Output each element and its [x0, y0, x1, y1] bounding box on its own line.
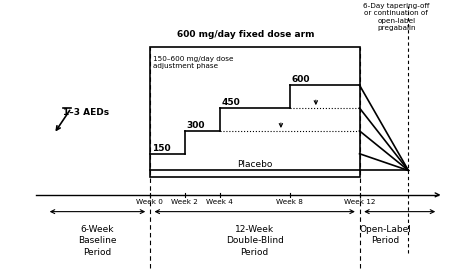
- Text: Open-Label
Period: Open-Label Period: [360, 225, 412, 245]
- Text: 12-Week
Double-Blind
Period: 12-Week Double-Blind Period: [226, 225, 284, 257]
- Text: 450: 450: [222, 98, 240, 107]
- Text: Week 2: Week 2: [171, 199, 198, 205]
- Text: 1–3 AEDs: 1–3 AEDs: [63, 108, 109, 117]
- Text: 600: 600: [292, 75, 310, 84]
- Text: Week 12: Week 12: [344, 199, 375, 205]
- Text: 6-Day tapering-off
or continuation of
open-label
pregabalin: 6-Day tapering-off or continuation of op…: [363, 3, 430, 31]
- Text: Week 4: Week 4: [206, 199, 233, 205]
- Text: Week 0: Week 0: [137, 199, 163, 205]
- Text: Placebo: Placebo: [237, 160, 272, 169]
- Text: 150: 150: [152, 144, 170, 153]
- Bar: [150, 47, 360, 176]
- Text: Week 8: Week 8: [276, 199, 303, 205]
- Text: 300: 300: [186, 121, 205, 130]
- Text: 150–600 mg/day dose
adjustment phase: 150–600 mg/day dose adjustment phase: [153, 56, 233, 69]
- Text: 600 mg/day fixed dose arm: 600 mg/day fixed dose arm: [177, 30, 315, 40]
- Text: 6-Week
Baseline
Period: 6-Week Baseline Period: [78, 225, 117, 257]
